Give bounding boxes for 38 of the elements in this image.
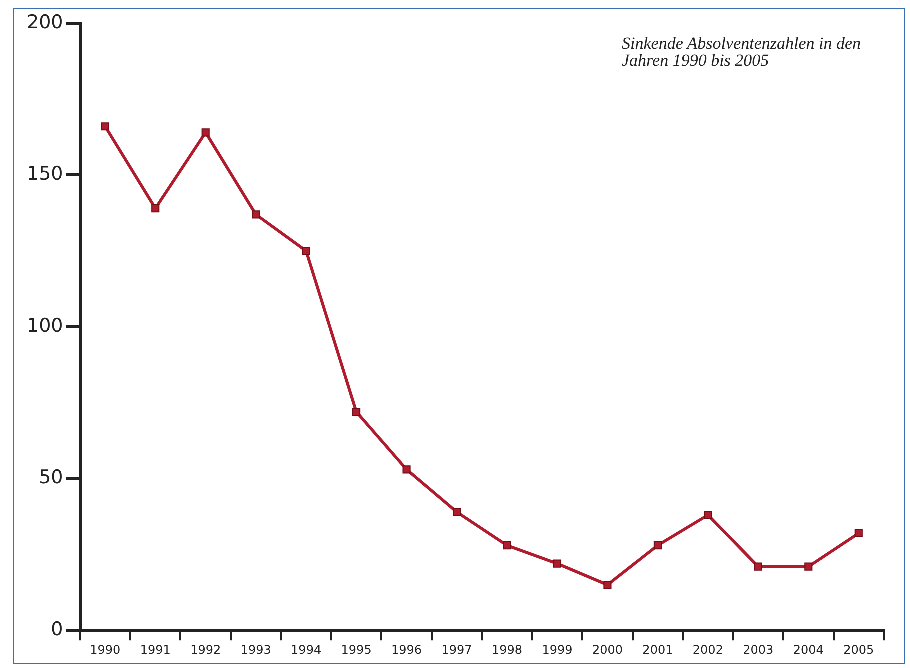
x-tick-label: 1990	[90, 642, 121, 657]
point	[754, 562, 762, 571]
point	[553, 560, 562, 568]
point	[704, 511, 712, 520]
point	[503, 542, 512, 550]
y-tick-label: 150	[27, 163, 64, 186]
y-tick-label: 200	[27, 11, 64, 34]
point	[352, 408, 361, 416]
annotation: Sinkende Absolventenzahlen in den Jahren 1990 bis 2005	[622, 34, 862, 70]
point	[101, 122, 110, 131]
point	[402, 466, 411, 474]
x-tick-label: 1995	[341, 642, 372, 657]
y-tick-label: 0	[51, 618, 64, 641]
point	[604, 581, 612, 590]
point	[202, 128, 210, 137]
x-tick-label: 1997	[442, 642, 472, 657]
point	[452, 508, 462, 516]
x-tick-label: 1996	[392, 642, 422, 657]
x-tick-label: 2000	[592, 642, 623, 657]
y-tick-label: 50	[39, 466, 64, 489]
x-tick-label: 2005	[844, 642, 874, 657]
x-tick-label: 2002	[692, 642, 724, 657]
point	[854, 529, 863, 538]
x-tick-label: 1999	[542, 642, 573, 657]
x-tick-label: 1994	[291, 642, 322, 657]
point	[252, 210, 260, 219]
x-tick-label: 2001	[642, 642, 674, 657]
point	[152, 204, 160, 213]
point	[804, 562, 813, 571]
x-tick-label: 1993	[240, 642, 272, 657]
x-tick-label: 1992	[190, 642, 222, 657]
x-tick-label: 2004	[793, 642, 824, 657]
x-tick-label: 1991	[140, 642, 171, 657]
x-tick-label: 2003	[743, 642, 774, 657]
point	[302, 247, 310, 256]
point	[654, 542, 662, 550]
y-tick-label: 100	[27, 314, 64, 337]
x-tick-label: 1998	[492, 642, 523, 657]
